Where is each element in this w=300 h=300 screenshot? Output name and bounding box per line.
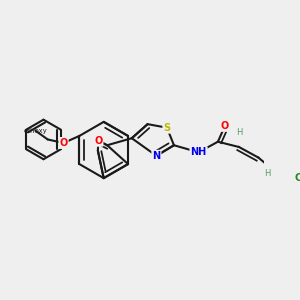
Text: Cl: Cl bbox=[295, 173, 300, 183]
Text: ethoxy: ethoxy bbox=[23, 128, 47, 134]
Text: H: H bbox=[264, 169, 270, 178]
Text: O: O bbox=[221, 121, 229, 131]
Text: O: O bbox=[94, 136, 103, 146]
Text: O: O bbox=[59, 138, 68, 148]
Text: N: N bbox=[152, 151, 160, 161]
Text: NH: NH bbox=[190, 147, 207, 157]
Text: S: S bbox=[164, 123, 170, 133]
Text: H: H bbox=[236, 128, 242, 137]
